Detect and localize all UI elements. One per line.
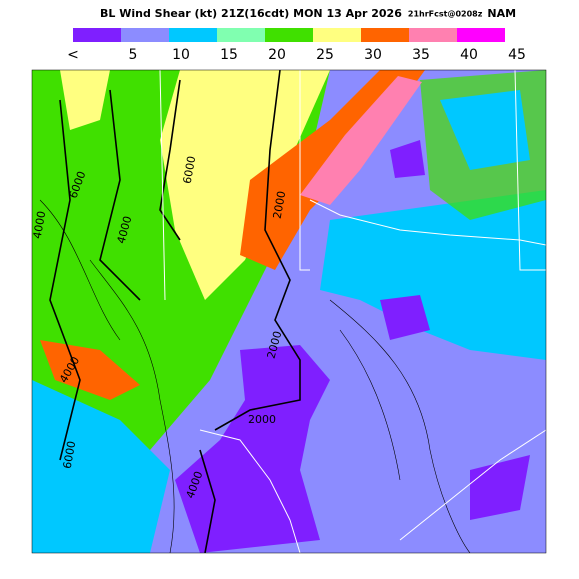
- height-contours: [49, 70, 301, 553]
- shear-region: [40, 340, 140, 400]
- contour-label: 2000: [248, 413, 276, 426]
- color-label: <: [67, 47, 79, 63]
- color-swatch: [169, 28, 217, 42]
- boundaries: [159, 70, 546, 553]
- shear-region: [390, 140, 425, 178]
- color-label: 15: [220, 47, 238, 63]
- title: BL Wind Shear (kt) 21Z(16cdt) MON 13 Apr…: [100, 7, 402, 20]
- model-name: NAM: [487, 7, 516, 20]
- color-swatch: [121, 28, 169, 42]
- color-label: 30: [364, 47, 382, 63]
- forecast-time: 21hrFcst@0208z: [408, 10, 483, 19]
- color-label: 20: [268, 47, 286, 63]
- contour-line: [199, 449, 216, 553]
- shear-region: [440, 90, 530, 170]
- color-label: 45: [508, 47, 526, 63]
- contour-label: 2000: [271, 190, 289, 220]
- color-label: 25: [316, 47, 334, 63]
- color-swatch: [457, 28, 505, 42]
- shear-region: [32, 380, 170, 553]
- contour-line: [99, 89, 141, 301]
- color-label: 35: [412, 47, 430, 63]
- contour-label: 4000: [31, 210, 49, 240]
- color-swatch: [217, 28, 265, 42]
- thin-contours: [39, 199, 471, 553]
- contour-label: 6000: [181, 155, 199, 185]
- map-frame: [31, 69, 547, 554]
- shear-region: [320, 190, 546, 360]
- shear-region: [470, 455, 530, 520]
- color-swatch: [265, 28, 313, 42]
- color-swatch: [409, 28, 457, 42]
- color-label: 40: [460, 47, 478, 63]
- color-label: 5: [129, 47, 138, 63]
- color-bar: <5 10 15 20 25 30 35 40 45: [67, 28, 526, 63]
- contour-line: [159, 79, 181, 241]
- shear-region: [160, 70, 330, 300]
- color-swatch: [313, 28, 361, 42]
- contour-line: [49, 99, 81, 461]
- contour-line: [214, 70, 301, 431]
- contour-label: 6000: [61, 440, 79, 470]
- color-swatch: [361, 28, 409, 42]
- shear-region: [175, 345, 330, 553]
- shear-region: [60, 70, 110, 130]
- shear-region: [380, 295, 430, 340]
- color-swatch: [73, 28, 121, 42]
- shear-region: [300, 76, 422, 205]
- color-label: 10: [172, 47, 190, 63]
